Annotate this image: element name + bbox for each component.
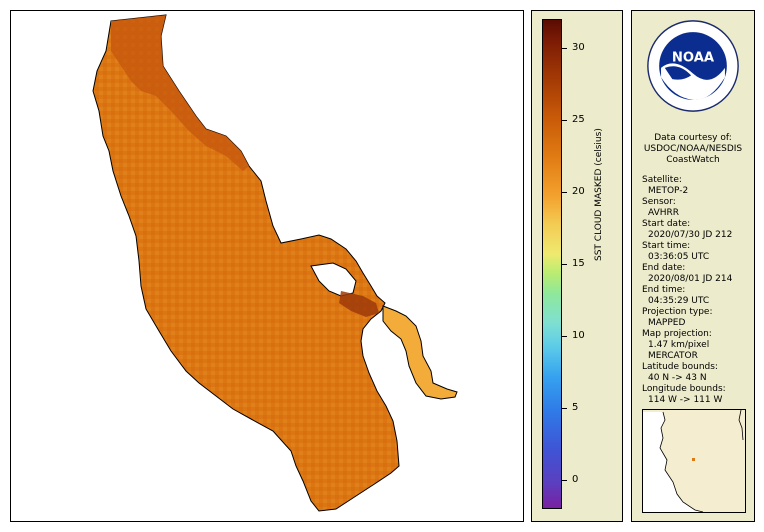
courtesy-line-3: CoastWatch: [666, 155, 720, 165]
colorbar-tick-label: 20: [572, 185, 585, 197]
noaa-logo: NOAA: [647, 20, 739, 112]
metadata-value: MAPPED: [648, 318, 686, 328]
map-panel: [10, 10, 524, 522]
colorbar-tick: [562, 119, 567, 121]
svg-text:NOAA: NOAA: [672, 50, 715, 65]
locator-inset-map: [642, 409, 746, 513]
colorbar-panel: 0 5 10 15 20 25 30 SST CLOUD MASKED (celsius): [531, 10, 623, 522]
colorbar-gradient: [542, 19, 562, 509]
metadata-value: 40 N -> 43 N: [648, 373, 707, 383]
colorbar-tick-label: 10: [572, 330, 585, 342]
metadata-label: Start time:: [642, 241, 691, 251]
metadata-label: Latitude bounds:: [642, 362, 718, 372]
metadata-label: Projection type:: [642, 307, 713, 317]
colorbar-tick-label: 5: [572, 402, 579, 414]
lake-dark-band: [111, 15, 249, 171]
lake-dark-patch: [339, 291, 379, 317]
info-panel: NOAA Data courtesy of: USDOC/NOAA/NESDIS…: [631, 10, 755, 522]
colorbar-tick-label: 25: [572, 113, 585, 125]
metadata-value: 1.47 km/pixel: [648, 340, 710, 350]
metadata-value: 04:35:29 UTC: [648, 296, 710, 306]
colorbar-tick-label: 0: [572, 474, 579, 486]
locator-marker: [692, 458, 695, 461]
metadata-value: 2020/07/30 JD 212: [648, 230, 733, 240]
colorbar-title: SST CLOUD MASKED (celsius): [594, 128, 604, 261]
metadata-value: METOP-2: [648, 186, 689, 196]
metadata-label: Satellite:: [642, 175, 682, 185]
metadata-value: 03:36:05 UTC: [648, 252, 710, 262]
metadata-label: Start date:: [642, 219, 691, 229]
colorbar-tick: [562, 191, 567, 193]
bay-warm-arm: [382, 305, 458, 400]
metadata-value: 2020/08/01 JD 214: [648, 274, 733, 284]
island: [310, 262, 357, 297]
metadata-value: AVHRR: [648, 208, 680, 218]
metadata-label: End date:: [642, 263, 686, 273]
courtesy-line-1: Data courtesy of:: [654, 133, 732, 143]
metadata-label: Longitude bounds:: [642, 384, 726, 394]
lake-map: [92, 14, 458, 512]
metadata-label: End time:: [642, 285, 686, 295]
colorbar-tick: [562, 264, 567, 265]
metadata-value: MERCATOR: [648, 351, 698, 361]
metadata-label: Sensor:: [642, 197, 676, 207]
colorbar-tick-label: 15: [572, 258, 585, 269]
colorbar-tick-label: 30: [572, 41, 585, 53]
lake-main-body: [92, 14, 400, 512]
metadata-value: 114 W -> 111 W: [648, 395, 723, 405]
colorbar-tick: [562, 336, 567, 338]
metadata-label: Map projection:: [642, 329, 712, 339]
courtesy-line-2: USDOC/NOAA/NESDIS: [643, 144, 743, 154]
colorbar-tick: [562, 408, 567, 410]
colorbar-tick: [562, 480, 567, 482]
colorbar-tick: [562, 47, 567, 49]
